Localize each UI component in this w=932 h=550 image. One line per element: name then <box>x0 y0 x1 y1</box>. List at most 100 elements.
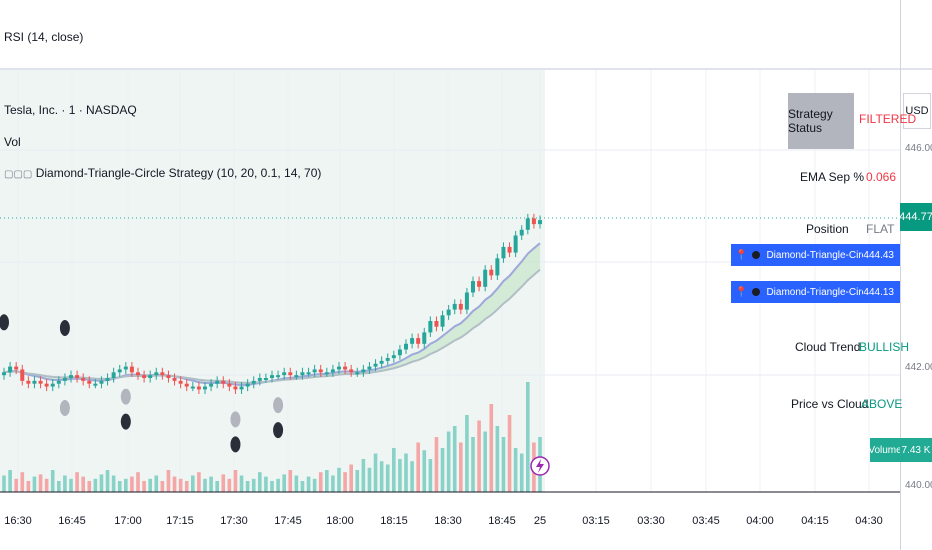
candle-body <box>44 383 49 387</box>
volume-bar <box>306 476 311 492</box>
volume-bar <box>270 481 274 492</box>
signal-marker <box>230 436 241 453</box>
volume-bar <box>93 478 98 492</box>
last-price-tag: 444.77 <box>899 203 932 231</box>
volume-bar <box>136 472 140 492</box>
time-tick-label: 04:30 <box>855 515 883 527</box>
candle-body <box>136 372 140 376</box>
candle-body <box>404 343 408 350</box>
rsi-pane: RSI (14, close) <box>0 0 932 68</box>
candle-body <box>56 380 61 384</box>
candle-body <box>312 369 317 373</box>
candle-body <box>117 369 122 373</box>
volume-bars <box>2 382 542 492</box>
volume-bar <box>507 415 512 492</box>
signal-marker <box>59 320 70 336</box>
candle-body <box>294 375 299 378</box>
candle-body <box>538 220 542 225</box>
earnings-bolt-icon[interactable] <box>530 456 550 476</box>
candle-body <box>440 315 445 327</box>
slow-ema-legend[interactable]: 📍 Diamond-Triangle-Circle Strategy:Slow … <box>731 281 900 303</box>
candle-body <box>32 380 37 384</box>
volume-bar <box>69 478 73 492</box>
candle-body <box>300 372 305 376</box>
volume-bar <box>130 476 134 492</box>
candle-body <box>416 338 421 344</box>
time-tick-label: 25 <box>533 515 547 527</box>
currency-button[interactable]: USD <box>903 93 931 129</box>
slow-ema-value: 444.13 <box>863 286 894 298</box>
volume-bar <box>154 475 159 492</box>
fast-ema-legend[interactable]: 📍 Diamond-Triangle-Circle Strategy:Fast … <box>731 244 900 266</box>
price-vs-cloud-value: ABOVE <box>861 397 903 411</box>
candle-body <box>111 372 116 378</box>
candle-body <box>282 372 287 376</box>
candle-body <box>525 218 530 230</box>
volume-label-box: Volume <box>868 438 902 462</box>
candle-body <box>355 372 360 375</box>
candle-body <box>531 218 536 225</box>
candle-body <box>519 229 524 236</box>
volume-bar <box>276 478 280 492</box>
cloud-trend-value: BULLISH <box>859 340 910 354</box>
candle-body <box>221 380 226 384</box>
strategy-legend[interactable]: ▢▢▢ Diamond-Triangle-Circle Strategy (10… <box>4 166 321 180</box>
time-tick-label: 17:30 <box>220 515 248 527</box>
candle-body <box>464 292 469 310</box>
candle-body <box>172 378 177 381</box>
volume-bar <box>428 459 433 492</box>
time-tick-label: 03:45 <box>692 515 720 527</box>
candle-body <box>501 246 506 259</box>
volume-bar <box>410 461 414 492</box>
candle-body <box>373 363 378 367</box>
volume-bar <box>75 472 79 492</box>
price-tick-446: 446.00 <box>905 143 932 154</box>
candle-body <box>62 378 67 381</box>
candle-body <box>233 386 238 390</box>
pane-divider[interactable] <box>0 68 932 70</box>
ema-sep-value: 0.066 <box>866 170 897 184</box>
candle-body <box>209 383 214 387</box>
candle-body <box>160 372 165 376</box>
volume-bar <box>312 478 317 492</box>
volume-bar <box>519 453 524 492</box>
volume-bar <box>349 464 353 492</box>
volume-legend[interactable]: Vol <box>4 135 21 149</box>
candle-body <box>239 386 244 390</box>
candle-body <box>203 386 207 390</box>
volume-bar <box>282 474 286 492</box>
volume-bar <box>300 481 305 492</box>
candle-body <box>489 269 494 276</box>
candle-body <box>507 246 512 253</box>
volume-bar <box>203 478 207 492</box>
candle-body <box>324 372 329 375</box>
symbol-legend[interactable]: Tesla, Inc. · 1 · NASDAQ <box>4 103 137 117</box>
candle-body <box>495 258 500 276</box>
volume-bar <box>385 464 390 492</box>
signal-marker <box>273 422 284 439</box>
candle-body <box>129 366 134 373</box>
volume-bar <box>288 470 293 492</box>
volume-bar <box>233 470 238 492</box>
candle-body <box>245 383 250 387</box>
volume-bar <box>422 450 427 492</box>
fast-ema-dot-icon <box>752 251 761 259</box>
signal-marker <box>59 400 70 416</box>
fast-ema-value: 444.43 <box>863 249 894 261</box>
rsi-indicator-label[interactable]: RSI (14, close) <box>4 30 84 44</box>
volume-bar <box>239 475 244 492</box>
candle-body <box>26 380 31 384</box>
time-tick-label: 16:45 <box>58 515 86 527</box>
volume-bar <box>44 478 49 492</box>
volume-bar <box>99 474 104 492</box>
strategy-status-label: Strategy Status <box>788 107 833 135</box>
volume-bar <box>465 415 469 492</box>
fast-ema-name: Diamond-Triangle-Circle Strategy:Fast EM… <box>766 249 863 261</box>
volume-bar <box>337 467 341 492</box>
candle-body <box>422 332 427 344</box>
time-tick-label: 18:15 <box>380 515 408 527</box>
candle-body <box>306 372 311 375</box>
slow-ema-dot-icon <box>752 288 761 296</box>
candles <box>2 213 542 394</box>
